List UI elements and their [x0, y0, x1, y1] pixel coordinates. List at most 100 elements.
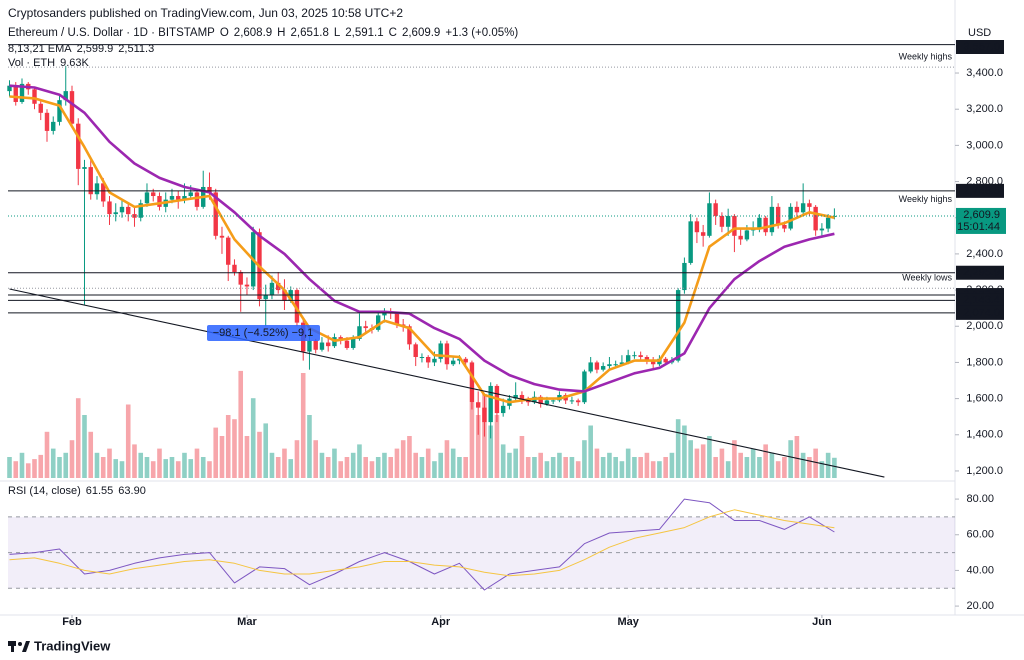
candle-body [213, 192, 218, 236]
indicator-value: 9.63K [60, 57, 89, 69]
candle-body [725, 215, 731, 227]
ohlc-value: 2,609.9 [402, 27, 440, 39]
volume-bar [50, 448, 56, 478]
candle-body [594, 362, 600, 370]
candle-body [500, 405, 506, 414]
volume-bar [44, 431, 50, 478]
candle-body [813, 206, 818, 231]
volume-bar [444, 440, 450, 478]
candle-body [469, 362, 475, 403]
volume-bar [732, 440, 737, 478]
candle-body [719, 215, 725, 227]
candle-body [101, 183, 106, 202]
candle-body [475, 402, 481, 408]
candle-body [688, 221, 693, 263]
ohlc-value: 2,591.1 [345, 27, 383, 39]
volume-bar [163, 459, 169, 478]
volume-bar [813, 448, 818, 478]
indicator-name: Vol · ETH [8, 57, 55, 69]
y-tick-label: 1,400.0 [966, 429, 1003, 441]
volume-bar [525, 457, 531, 478]
volume-bar [238, 370, 244, 478]
candle-body [63, 91, 68, 101]
candle-body [276, 282, 281, 291]
volume-bar [38, 454, 44, 478]
candle-body [713, 203, 718, 216]
candle-body [294, 290, 300, 323]
candle-body [663, 358, 668, 363]
volume-bar [475, 415, 481, 478]
candle-body [588, 362, 593, 372]
volume-bar [688, 440, 693, 478]
candle-body [732, 215, 737, 236]
volume-bar [500, 444, 506, 478]
candle-body [157, 196, 162, 207]
volume-bar [307, 415, 312, 478]
candle-body [644, 356, 650, 361]
candle-body [782, 224, 787, 229]
volume-bar [450, 448, 456, 478]
volume-bar [669, 452, 675, 478]
volume-bar [325, 457, 331, 478]
candle-body [619, 362, 625, 365]
x-tick-label: Feb [62, 616, 82, 628]
candle-body [425, 356, 431, 363]
volume-bar [719, 448, 725, 478]
level-label-box [956, 40, 1004, 54]
volume-bar [138, 452, 144, 478]
candle-body [738, 235, 743, 240]
volume-bar [69, 440, 75, 478]
candle-body [376, 315, 381, 330]
volume-bar [738, 452, 743, 478]
volume-bar [419, 457, 425, 478]
brand-logo [8, 641, 30, 652]
candle-body [269, 282, 275, 296]
volume-bar [219, 436, 225, 478]
volume-bar [113, 459, 119, 478]
candle-body [38, 103, 43, 113]
volume-bar [188, 459, 194, 478]
volume-bar [394, 448, 400, 478]
y-tick-label: 2,000.0 [966, 320, 1003, 332]
volume-bar [607, 452, 612, 478]
volume-bar [638, 457, 643, 478]
ohlc-value: 2,608.9 [234, 27, 272, 39]
last-price-box [956, 207, 1006, 234]
volume-bar [25, 463, 31, 478]
candle-body [188, 192, 193, 197]
candle-body [794, 206, 800, 213]
y-tick-label: 3,000.0 [966, 139, 1003, 151]
volume-bar [300, 373, 306, 478]
volume-bar [275, 457, 281, 478]
volume-bar [7, 457, 12, 478]
candle-body [51, 121, 56, 131]
volume-bar [63, 452, 69, 478]
volume-bar [150, 461, 156, 478]
candle-body [232, 264, 237, 272]
volume-bar [650, 461, 656, 478]
candle-body [825, 217, 831, 229]
volume-bar [357, 444, 362, 478]
volume-bar [819, 461, 825, 478]
level-label-box [956, 293, 1004, 308]
volume-bar [375, 457, 381, 478]
candle-body [488, 385, 493, 423]
candle-body [219, 235, 225, 238]
volume-bar [682, 425, 687, 478]
candle-body [432, 358, 437, 363]
volume-bar [663, 457, 668, 478]
volume-bar [675, 419, 681, 478]
candle-body [744, 230, 750, 240]
x-tick-label: Jun [812, 616, 832, 628]
volume-bar [563, 457, 568, 478]
symbol: Ethereum / U.S. Dollar · 1D · BITSTAMP [8, 27, 215, 39]
candle-body [351, 338, 356, 348]
indicator-line [9, 84, 835, 393]
candle-body [638, 355, 643, 357]
volume-bar [19, 452, 25, 478]
volume-bar [463, 457, 468, 478]
indicator-value: 63.90 [118, 485, 146, 497]
candle-body [525, 400, 531, 403]
volume-bar [413, 452, 418, 478]
